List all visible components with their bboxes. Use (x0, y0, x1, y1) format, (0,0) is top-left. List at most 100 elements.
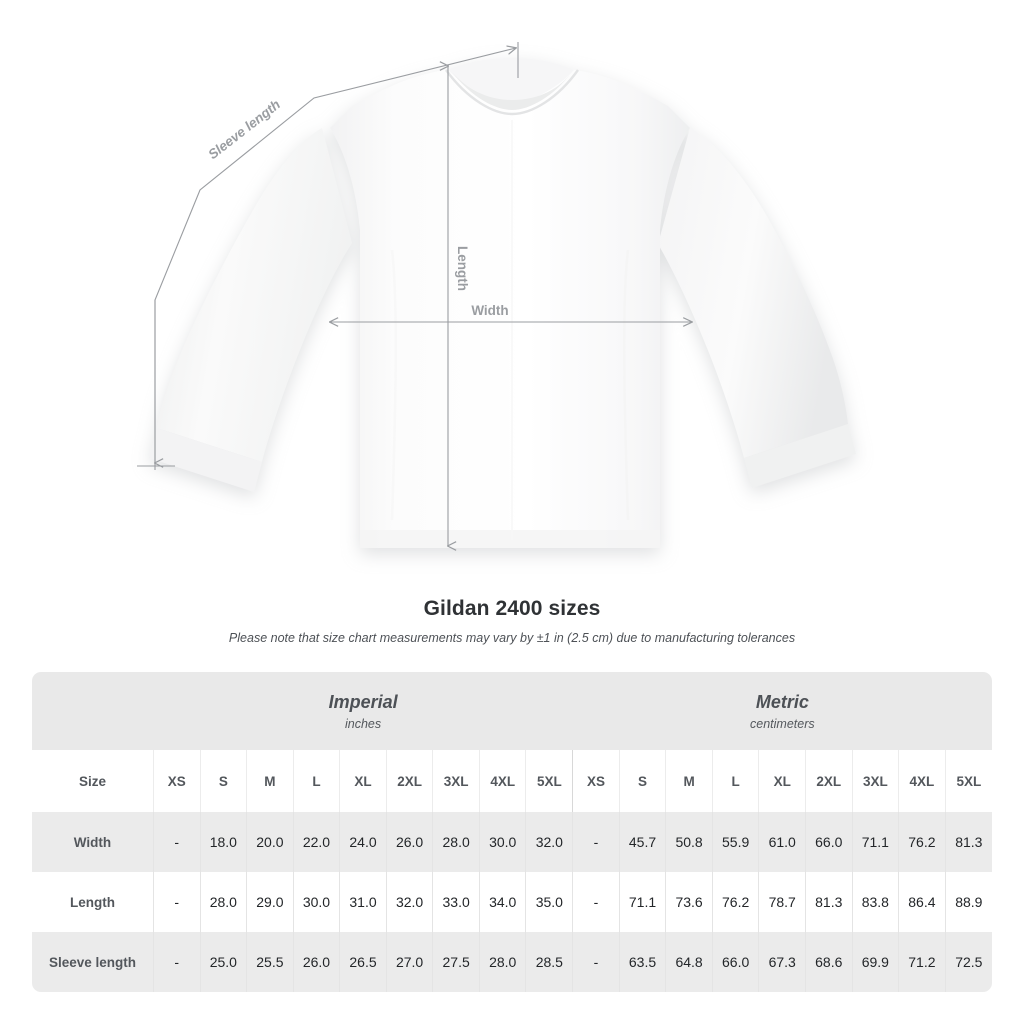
cell-sleeve-imperial-xl: 26.5 (339, 932, 387, 992)
unit-header-metric: Metric centimeters (572, 672, 992, 750)
garment-diagram: Sleeve length Length Width (137, 42, 856, 580)
width-dimension: Width (330, 303, 692, 322)
cell-sleeve-metric-l: 66.0 (711, 932, 759, 992)
cell-width-metric-5xl: 81.3 (944, 812, 992, 872)
sleeve-length-label: Sleeve length (205, 97, 283, 162)
cell-sleeve-metric-m: 64.8 (665, 932, 713, 992)
table-row: Length - 28.0 29.0 30.0 31.0 32.0 33.0 3… (32, 872, 992, 932)
cell-width-imperial-l: 22.0 (292, 812, 340, 872)
size-header-imperial-5xl: 5XL (525, 750, 573, 812)
cell-sleeve-metric-xs: - (572, 932, 620, 992)
cell-width-metric-4xl: 76.2 (898, 812, 946, 872)
title-block: Gildan 2400 sizes Please note that size … (0, 595, 1024, 647)
unit-header-row: Imperial inches Metric centimeters (32, 672, 992, 750)
cell-sleeve-imperial-2xl: 27.0 (385, 932, 433, 992)
cell-length-imperial-s: 28.0 (199, 872, 247, 932)
table-row: Sleeve length - 25.0 25.5 26.0 26.5 27.0… (32, 932, 992, 992)
length-dimension: Length (448, 66, 470, 546)
cell-width-metric-l: 55.9 (711, 812, 759, 872)
unit-name-metric: Metric (755, 691, 809, 712)
size-header-label: Size (32, 750, 154, 812)
cell-width-imperial-s: 18.0 (199, 812, 247, 872)
cell-sleeve-imperial-xs: - (152, 932, 201, 992)
row-label-length: Length (32, 872, 154, 932)
cell-sleeve-metric-4xl: 71.2 (898, 932, 946, 992)
size-chart-table-wrapper: Imperial inches Metric centimeters Size … (32, 672, 992, 992)
size-header-imperial-xs: XS (152, 750, 201, 812)
cell-sleeve-metric-xl: 67.3 (758, 932, 806, 992)
cell-width-metric-xs: - (572, 812, 620, 872)
size-header-metric-4xl: 4XL (898, 750, 946, 812)
size-chart-table: Imperial inches Metric centimeters Size … (32, 672, 992, 992)
cell-width-imperial-xs: - (152, 812, 201, 872)
cell-length-imperial-2xl: 32.0 (385, 872, 433, 932)
size-header-imperial-3xl: 3XL (432, 750, 480, 812)
cell-sleeve-imperial-m: 25.5 (246, 932, 294, 992)
cell-width-imperial-2xl: 26.0 (385, 812, 433, 872)
shirt-illustration (149, 58, 856, 548)
cell-length-imperial-3xl: 33.0 (432, 872, 480, 932)
cell-sleeve-metric-s: 63.5 (618, 932, 666, 992)
cell-length-metric-xs: - (572, 872, 620, 932)
cell-sleeve-imperial-l: 26.0 (292, 932, 340, 992)
tolerance-note: Please note that size chart measurements… (228, 631, 796, 645)
size-header-imperial-s: S (199, 750, 247, 812)
size-header-metric-2xl: 2XL (804, 750, 853, 812)
size-header-imperial-l: L (292, 750, 340, 812)
cell-width-imperial-xl: 24.0 (339, 812, 387, 872)
cell-width-imperial-4xl: 30.0 (478, 812, 526, 872)
cell-length-imperial-5xl: 35.0 (525, 872, 573, 932)
cell-length-imperial-m: 29.0 (246, 872, 294, 932)
unit-sub-metric: centimeters (750, 716, 815, 731)
size-header-row: Size XS S M L XL 2XL 3XL 4XL 5XL XS S M … (32, 750, 992, 812)
unit-name-imperial: Imperial (328, 691, 398, 712)
cell-length-metric-s: 71.1 (618, 872, 666, 932)
size-header-imperial-4xl: 4XL (478, 750, 526, 812)
cell-length-metric-3xl: 83.8 (851, 872, 899, 932)
cell-length-metric-4xl: 86.4 (898, 872, 946, 932)
row-label-sleeve-length: Sleeve length (32, 932, 154, 992)
width-label: Width (471, 303, 508, 318)
size-header-imperial-m: M (246, 750, 294, 812)
cell-length-metric-5xl: 88.9 (944, 872, 992, 932)
size-header-imperial-xl: XL (339, 750, 387, 812)
cell-width-imperial-m: 20.0 (246, 812, 294, 872)
cell-length-metric-2xl: 81.3 (804, 872, 853, 932)
size-header-metric-s: S (618, 750, 666, 812)
unit-sub-imperial: inches (345, 716, 382, 731)
length-label: Length (455, 246, 470, 291)
cell-width-metric-s: 45.7 (618, 812, 666, 872)
size-header-metric-5xl: 5XL (944, 750, 992, 812)
cell-sleeve-imperial-4xl: 28.0 (478, 932, 526, 992)
cell-sleeve-imperial-5xl: 28.5 (525, 932, 573, 992)
cell-sleeve-imperial-3xl: 27.5 (432, 932, 480, 992)
cell-width-metric-m: 50.8 (665, 812, 713, 872)
cell-sleeve-metric-3xl: 69.9 (851, 932, 899, 992)
cell-width-imperial-5xl: 32.0 (525, 812, 573, 872)
cell-width-imperial-3xl: 28.0 (432, 812, 480, 872)
cell-width-metric-3xl: 71.1 (851, 812, 899, 872)
unit-header-spacer (32, 672, 154, 750)
cell-width-metric-2xl: 66.0 (804, 812, 853, 872)
size-header-metric-xs: XS (572, 750, 620, 812)
cell-length-metric-m: 73.6 (665, 872, 713, 932)
unit-header-imperial: Imperial inches (153, 672, 573, 750)
cell-length-metric-l: 76.2 (711, 872, 759, 932)
size-header-metric-l: L (711, 750, 759, 812)
size-header-metric-3xl: 3XL (851, 750, 899, 812)
cell-sleeve-imperial-s: 25.0 (199, 932, 247, 992)
row-label-width: Width (32, 812, 154, 872)
size-header-metric-m: M (665, 750, 713, 812)
cell-length-metric-xl: 78.7 (758, 872, 806, 932)
cell-width-metric-xl: 61.0 (758, 812, 806, 872)
page-title: Gildan 2400 sizes (423, 597, 601, 620)
table-row: Width - 18.0 20.0 22.0 24.0 26.0 28.0 30… (32, 812, 992, 872)
size-header-imperial-2xl: 2XL (385, 750, 433, 812)
cell-sleeve-metric-5xl: 72.5 (944, 932, 992, 992)
cell-length-imperial-xl: 31.0 (339, 872, 387, 932)
cell-length-imperial-4xl: 34.0 (478, 872, 526, 932)
size-header-metric-xl: XL (758, 750, 806, 812)
cell-sleeve-metric-2xl: 68.6 (804, 932, 853, 992)
cell-length-imperial-xs: - (152, 872, 201, 932)
